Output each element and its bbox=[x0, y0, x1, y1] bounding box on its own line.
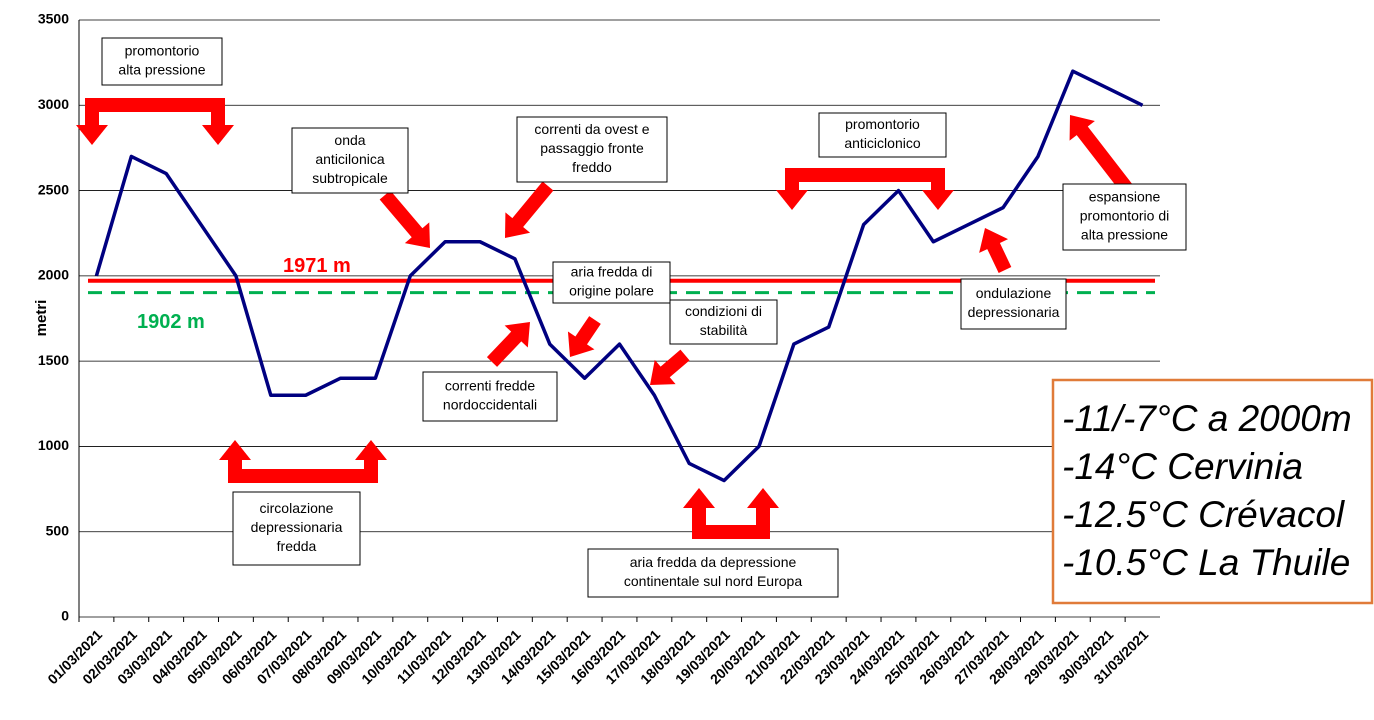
y-tick-label: 500 bbox=[46, 522, 70, 538]
annotation-box bbox=[1062, 183, 1187, 251]
arrow bbox=[379, 190, 430, 248]
annotation-box bbox=[101, 37, 223, 86]
bracket-head bbox=[776, 190, 808, 210]
annotation-box bbox=[587, 548, 839, 598]
arrow bbox=[650, 349, 690, 385]
annotation-text: promontorio bbox=[125, 43, 200, 59]
annotation-text: fredda bbox=[277, 538, 317, 554]
annotation-box bbox=[422, 371, 558, 422]
annotation-text: depressionaria bbox=[251, 519, 343, 535]
annotation-text: espansione bbox=[1089, 189, 1161, 205]
bracket-head bbox=[219, 440, 251, 460]
arrow bbox=[567, 316, 601, 357]
annotation-text: onda bbox=[334, 132, 365, 148]
note-text: -10.5°C La Thuile bbox=[1062, 542, 1350, 583]
annotation-text: freddo bbox=[572, 159, 612, 175]
bracket-leg bbox=[756, 508, 770, 532]
annotation-text: correnti da ovest e bbox=[534, 121, 649, 137]
bracket-leg bbox=[228, 460, 242, 476]
annotation-text: correnti fredde bbox=[445, 378, 535, 394]
annotation-box bbox=[669, 299, 778, 345]
annotation-text: alta pressione bbox=[118, 62, 205, 78]
annotation-box bbox=[516, 116, 668, 183]
annotation-text: stabilità bbox=[700, 322, 748, 338]
annotation-text: promontorio di bbox=[1080, 208, 1170, 224]
bracket-head bbox=[747, 488, 779, 508]
reference-label: 1902 m bbox=[137, 311, 205, 333]
bracket-bar bbox=[692, 525, 770, 539]
annotation-box bbox=[960, 278, 1067, 330]
annotation-box bbox=[552, 261, 671, 304]
note-text: -12.5°C Crévacol bbox=[1062, 494, 1346, 535]
annotation-text: ondulazione bbox=[976, 285, 1052, 301]
reference-label: 1971 m bbox=[283, 255, 351, 277]
annotation-text: alta pressione bbox=[1081, 227, 1168, 243]
data-line bbox=[94, 69, 1144, 483]
y-axis-label: metri bbox=[33, 300, 50, 337]
y-tick-label: 2000 bbox=[38, 267, 69, 283]
annotation-text: aria fredda da depressione bbox=[630, 554, 797, 570]
annotation-box bbox=[232, 491, 361, 566]
annotation-text: circolazione bbox=[260, 500, 334, 516]
y-tick-label: 3500 bbox=[38, 11, 69, 27]
bracket-leg bbox=[211, 105, 225, 125]
note-text: -11/-7°C a 2000m bbox=[1062, 398, 1352, 439]
bracket-bar bbox=[785, 168, 945, 182]
arrow bbox=[979, 228, 1012, 274]
y-tick-label: 2500 bbox=[38, 181, 69, 197]
annotation-text: origine polare bbox=[569, 283, 654, 299]
y-tick-label: 1500 bbox=[38, 352, 69, 368]
arrow bbox=[1069, 115, 1134, 195]
annotation-text: anticiclonico bbox=[844, 135, 920, 151]
annotation-box bbox=[291, 127, 409, 194]
bracket-bar bbox=[85, 98, 225, 112]
bracket-leg bbox=[785, 175, 799, 190]
bracket-head bbox=[683, 488, 715, 508]
bracket-leg bbox=[364, 460, 378, 476]
annotation-text: promontorio bbox=[845, 116, 920, 132]
annotation-text: anticilonica bbox=[315, 151, 384, 167]
bracket-bar bbox=[228, 469, 378, 483]
bracket-head bbox=[355, 440, 387, 460]
annotation-text: continentale sul nord Europa bbox=[624, 573, 802, 589]
annotation-box bbox=[818, 112, 947, 158]
bracket-head bbox=[922, 190, 954, 210]
arrow bbox=[505, 181, 554, 238]
bracket-leg bbox=[692, 508, 706, 532]
bracket-leg bbox=[931, 175, 945, 190]
y-tick-label: 3000 bbox=[38, 96, 69, 112]
y-tick-label: 0 bbox=[61, 608, 69, 624]
annotation-text: condizioni di bbox=[685, 303, 762, 319]
bracket-head bbox=[76, 125, 108, 145]
annotation-text: aria fredda di bbox=[571, 264, 653, 280]
note-text: -14°C Cervinia bbox=[1062, 446, 1303, 487]
note-box bbox=[1051, 378, 1374, 605]
bracket-head bbox=[202, 125, 234, 145]
bracket-leg bbox=[85, 105, 99, 125]
annotation-text: nordoccidentali bbox=[443, 397, 537, 413]
arrow bbox=[486, 322, 530, 367]
annotation-text: passaggio fronte bbox=[540, 140, 644, 156]
y-tick-label: 1000 bbox=[38, 437, 69, 453]
annotation-text: depressionaria bbox=[968, 304, 1060, 320]
annotation-text: subtropicale bbox=[312, 170, 388, 186]
